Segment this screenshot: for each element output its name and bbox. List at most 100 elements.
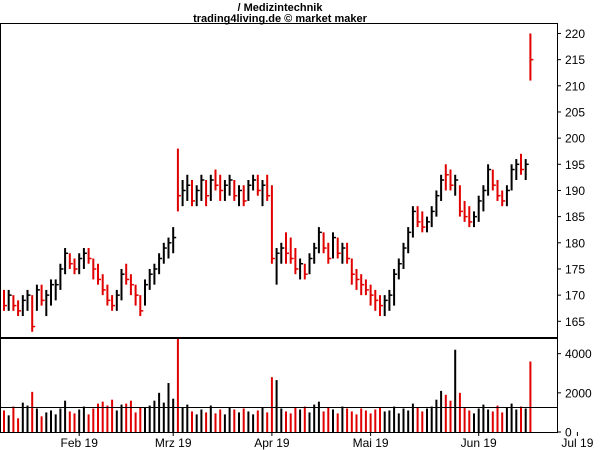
month-label: Mai 19 — [353, 436, 389, 450]
price-bar — [402, 242, 407, 269]
price-bar — [144, 279, 148, 306]
price-bar — [31, 295, 36, 332]
price-bar — [172, 227, 177, 254]
price-bar — [73, 258, 78, 275]
price-tick-label: 195 — [565, 158, 585, 172]
price-bar — [209, 174, 214, 201]
price-tick-label: 180 — [565, 236, 585, 250]
price-bar — [242, 185, 247, 207]
price-bar — [501, 190, 506, 207]
price-tick-label: 220 — [565, 27, 585, 41]
price-bar — [12, 295, 17, 311]
price-bar — [26, 289, 31, 311]
price-bar — [54, 279, 59, 301]
price-bar — [252, 174, 257, 191]
volume-bars — [3, 338, 532, 432]
price-bar — [477, 195, 482, 222]
price-bar — [153, 263, 158, 285]
month-label: Mrz 19 — [155, 436, 192, 450]
price-bar — [238, 185, 242, 207]
price-bar — [468, 206, 473, 228]
price-bar — [280, 242, 285, 264]
price-bar — [421, 211, 426, 233]
price-bar — [360, 274, 365, 296]
price-bar — [299, 258, 304, 280]
price-bar — [482, 185, 487, 212]
price-bar — [355, 268, 360, 290]
price-bar — [270, 185, 275, 264]
price-bar — [430, 206, 435, 228]
volume-axis: 0 2000 4000 — [557, 347, 592, 440]
chart-subtitle: trading4living.de © market maker — [193, 13, 367, 25]
price-bar — [45, 289, 50, 317]
price-bar — [50, 279, 54, 306]
price-bar — [78, 253, 83, 275]
price-bar — [341, 242, 346, 264]
price-bar — [120, 268, 125, 301]
price-bar — [40, 284, 45, 306]
price-bar — [510, 164, 515, 191]
price-bar — [64, 248, 69, 275]
price-bar — [195, 185, 200, 207]
price-bar — [294, 248, 299, 275]
price-bar — [416, 206, 421, 228]
price-bar — [440, 174, 445, 201]
price-bar — [322, 232, 327, 254]
price-bar — [219, 174, 224, 201]
price-tick-label: 170 — [565, 289, 585, 303]
price-bar — [369, 284, 374, 306]
price-bars — [3, 33, 534, 332]
price-bar — [167, 237, 172, 259]
price-bar — [473, 211, 477, 228]
price-bar — [21, 295, 26, 317]
price-bar — [350, 258, 355, 285]
price-bar — [313, 242, 318, 264]
price-bar — [308, 253, 313, 275]
price-bar — [364, 279, 369, 296]
price-bar — [17, 300, 22, 317]
price-bar — [426, 216, 430, 233]
price-bar — [374, 289, 379, 311]
price-bar — [379, 295, 383, 317]
price-bar — [97, 263, 101, 285]
price-bar — [289, 237, 294, 264]
price-tick-label: 205 — [565, 105, 585, 119]
price-bar — [346, 242, 351, 264]
price-bar — [162, 242, 167, 264]
price-bar — [524, 159, 529, 180]
price-bar — [336, 237, 341, 259]
price-bar — [176, 148, 181, 212]
price-tick-label: 185 — [565, 210, 585, 224]
price-bar — [393, 268, 398, 306]
volume-frame-rect — [0, 338, 558, 433]
price-tick-label: 190 — [565, 184, 585, 198]
price-bar — [515, 159, 520, 180]
price-bar — [327, 242, 332, 264]
price-bar — [223, 180, 228, 201]
price-bar — [228, 174, 233, 196]
price-bar — [158, 253, 163, 275]
price-bar — [3, 289, 7, 311]
price-bar — [444, 164, 449, 191]
price-bar — [101, 274, 106, 296]
price-bar — [491, 169, 496, 191]
chart-title: / Medizintechnik — [237, 2, 323, 14]
price-bar — [82, 248, 87, 269]
price-bar — [111, 295, 116, 311]
price-bar — [463, 200, 468, 222]
price-bar — [458, 185, 463, 217]
price-bar — [233, 180, 238, 201]
price-frame-rect — [0, 23, 558, 338]
volume-tick-label: 2000 — [565, 386, 592, 400]
price-bar — [285, 232, 289, 264]
price-bar — [529, 33, 534, 81]
price-bar — [115, 289, 120, 311]
price-tick-label: 165 — [565, 315, 585, 329]
price-bar — [35, 284, 40, 311]
price-bar — [205, 180, 210, 207]
price-bar — [87, 248, 92, 264]
price-bar — [92, 258, 97, 280]
volume-panel-frame — [0, 338, 558, 433]
price-bar — [411, 206, 416, 238]
